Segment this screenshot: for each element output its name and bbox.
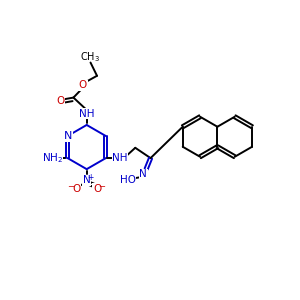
Text: O: O bbox=[56, 96, 64, 106]
Text: NH$_2$: NH$_2$ bbox=[42, 151, 63, 165]
Text: CH$_3$: CH$_3$ bbox=[80, 50, 100, 64]
Text: NH: NH bbox=[79, 109, 94, 119]
Text: O: O bbox=[93, 184, 101, 194]
Text: O: O bbox=[72, 184, 80, 194]
Text: −: − bbox=[68, 182, 75, 191]
Text: HO: HO bbox=[120, 175, 136, 184]
Text: +: + bbox=[87, 172, 94, 182]
Text: N: N bbox=[83, 175, 91, 185]
Text: N: N bbox=[63, 131, 72, 141]
Text: −: − bbox=[98, 182, 106, 191]
Text: O: O bbox=[79, 80, 87, 90]
Text: NH: NH bbox=[112, 153, 128, 163]
Text: N: N bbox=[139, 169, 147, 179]
